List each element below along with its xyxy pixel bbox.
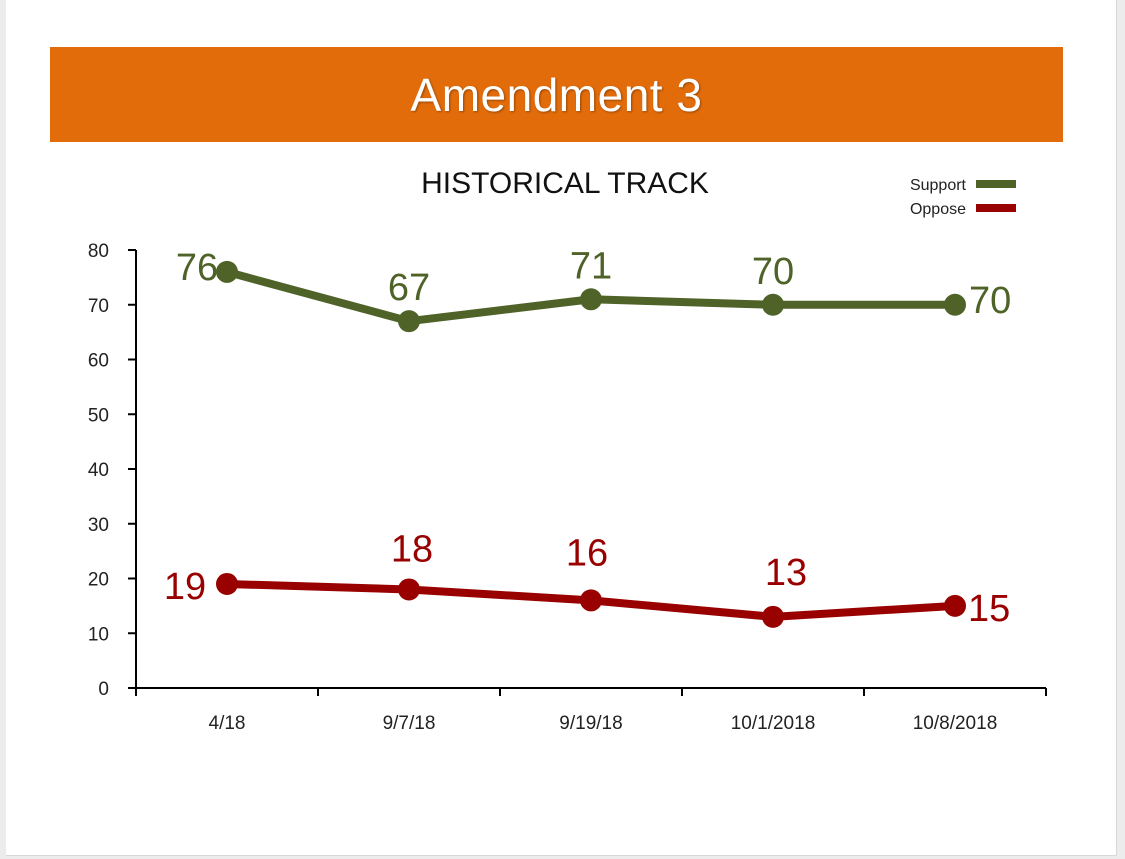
x-tick-label: 9/19/18 [559,713,622,734]
oppose-data-label: 13 [765,552,807,594]
y-tick-label: 50 [88,405,109,426]
oppose-data-label: 15 [968,588,1010,630]
y-tick-label: 0 [98,679,109,700]
support-data-label: 76 [176,247,218,289]
title-banner: Amendment 3 [50,47,1063,142]
chart-title: HISTORICAL TRACK [421,167,709,200]
y-tick-label: 10 [88,624,109,645]
support-data-label: 70 [752,251,794,293]
y-tick-label: 40 [88,460,109,481]
slide-page [6,0,1117,856]
support-point [398,310,420,333]
chart-series: 76 67 71 70 70 19 18 16 13 15 [164,245,1011,630]
support-data-label: 67 [388,267,430,309]
oppose-point [398,578,420,601]
y-tick-label: 30 [88,515,109,536]
oppose-data-label: 19 [164,566,206,608]
support-point [762,293,784,316]
oppose-point [580,589,602,612]
chart-legend: Support Oppose [910,177,1016,218]
y-tick-label: 70 [88,296,109,317]
banner-title: Amendment 3 [410,68,703,121]
legend-label-support: Support [910,177,967,194]
y-tick-label: 20 [88,570,109,591]
support-point [944,293,966,316]
y-tick-label: 80 [88,241,109,262]
y-tick-label: 60 [88,351,109,372]
legend-label-oppose: Oppose [910,201,966,218]
x-tick-label: 10/1/2018 [731,713,816,734]
x-tick-label: 4/18 [209,713,246,734]
support-data-label: 71 [570,245,612,287]
oppose-point [216,572,238,595]
support-point [580,288,602,311]
chart-axes: 0 10 20 30 40 50 60 70 80 4/18 9/7/18 9/19/18 10/1/2… [88,241,1047,734]
x-tick-label: 9/7/18 [383,713,436,734]
oppose-point [762,605,784,628]
support-data-label: 70 [969,280,1011,322]
oppose-data-label: 16 [566,532,608,574]
x-tick-label: 10/8/2018 [913,713,998,734]
oppose-data-label: 18 [391,528,433,570]
support-point [216,260,238,283]
oppose-point [944,594,966,617]
